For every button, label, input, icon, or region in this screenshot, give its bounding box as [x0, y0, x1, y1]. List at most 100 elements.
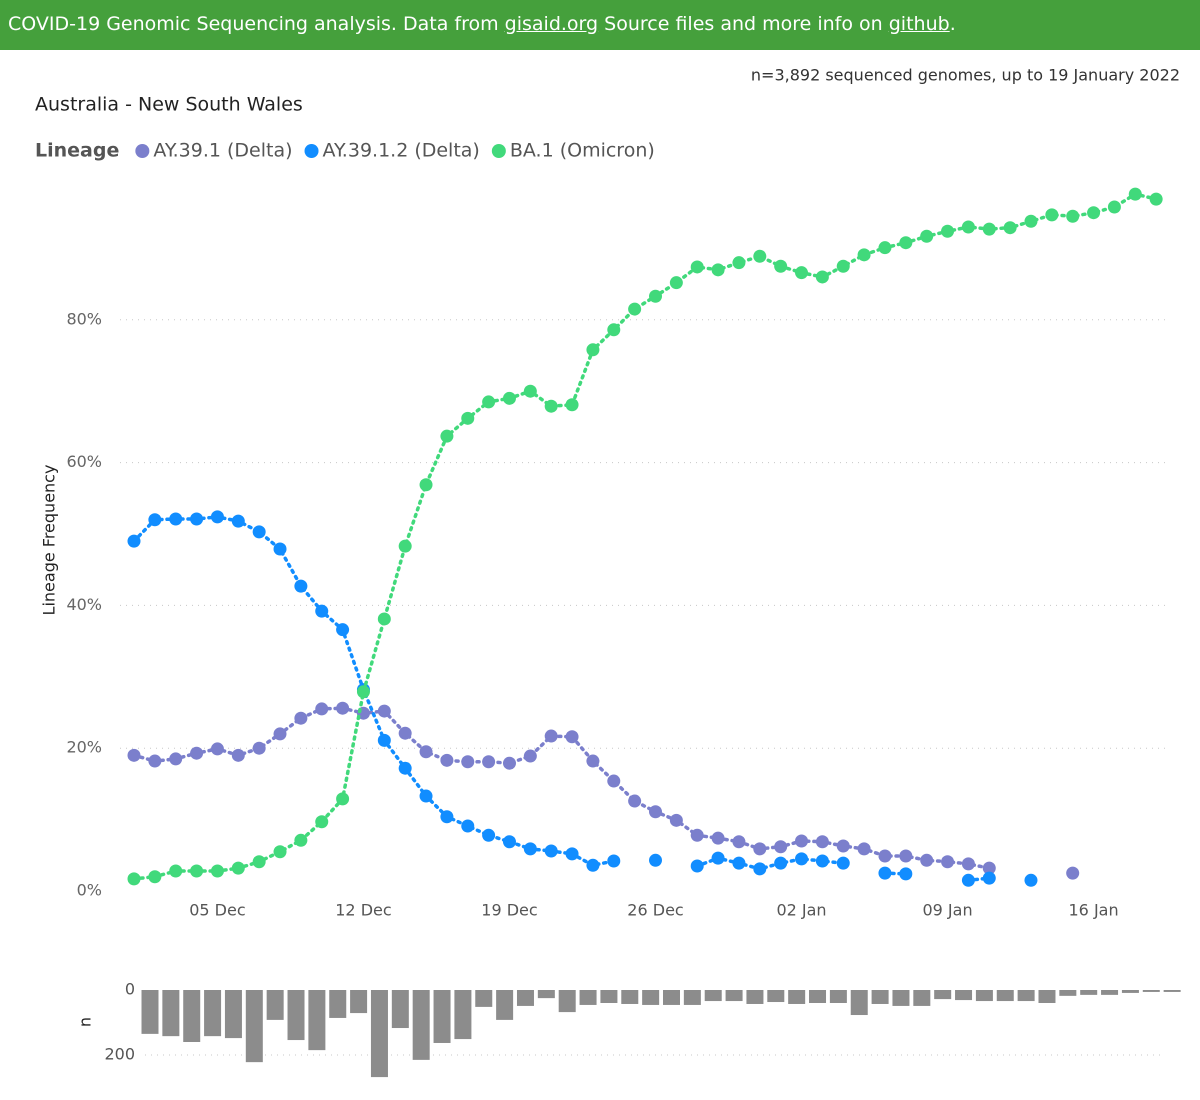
data-point	[586, 858, 600, 872]
bar	[579, 990, 597, 1005]
data-point	[1066, 866, 1080, 880]
data-point	[315, 702, 329, 716]
data-point	[210, 864, 224, 878]
data-point	[1045, 208, 1059, 222]
data-point	[190, 746, 204, 760]
bar	[725, 990, 743, 1002]
data-point	[1066, 209, 1080, 223]
bar	[537, 990, 555, 999]
bar	[391, 990, 409, 1029]
link[interactable]: gisaid.org	[504, 13, 599, 35]
bar	[141, 990, 159, 1034]
legend-label: BA.1 (Omicron)	[510, 140, 655, 162]
data-point	[815, 854, 829, 868]
bar	[496, 990, 514, 1020]
bar	[850, 990, 868, 1016]
bar	[412, 990, 430, 1060]
link[interactable]: github	[888, 13, 950, 35]
y-tick-label: 0%	[77, 881, 102, 900]
data-point	[461, 819, 475, 833]
bar	[204, 990, 222, 1037]
data-point	[628, 302, 642, 316]
data-point	[795, 266, 809, 280]
data-point	[231, 861, 245, 875]
data-point	[315, 815, 329, 829]
bar	[871, 990, 889, 1004]
bar	[934, 990, 952, 1000]
bar	[663, 990, 680, 1005]
data-point	[398, 539, 412, 553]
data-point	[878, 241, 892, 255]
data-point	[210, 510, 224, 524]
data-point	[878, 849, 892, 863]
bar	[788, 990, 806, 1004]
data-point	[878, 866, 892, 880]
data-point	[711, 831, 725, 845]
data-point	[1024, 873, 1038, 887]
data-point	[586, 343, 600, 357]
data-point	[440, 429, 454, 443]
legend-marker	[135, 144, 150, 158]
legend-marker	[491, 144, 506, 158]
data-point	[273, 542, 287, 556]
data-point	[941, 224, 955, 238]
data-point	[210, 742, 224, 756]
bar	[433, 990, 451, 1043]
data-point	[941, 855, 955, 869]
bar	[746, 990, 764, 1004]
data-point	[774, 856, 788, 870]
bar	[224, 990, 242, 1039]
data-point	[899, 849, 913, 863]
data-point	[502, 756, 516, 770]
bar	[892, 990, 910, 1006]
legend-label: AY.39.1 (Delta)	[153, 140, 292, 162]
subtitle: n=3,892 sequenced genomes, up to 19 Janu…	[751, 66, 1180, 85]
data-point	[649, 853, 662, 867]
y-tick-label: 20%	[66, 738, 102, 757]
data-point	[690, 260, 704, 274]
data-point	[315, 604, 329, 618]
bar	[1121, 990, 1139, 993]
bar	[245, 990, 263, 1063]
bar	[475, 990, 493, 1007]
data-point	[920, 853, 934, 867]
bar	[287, 990, 305, 1041]
data-point	[607, 854, 621, 868]
bar	[183, 990, 201, 1042]
data-point	[899, 867, 913, 881]
data-point	[440, 810, 454, 824]
data-point	[857, 248, 871, 262]
data-point	[1003, 221, 1017, 235]
data-point	[628, 794, 642, 808]
data-point	[690, 828, 704, 842]
data-point	[419, 478, 433, 492]
data-point	[252, 855, 266, 869]
data-point	[336, 701, 350, 715]
bar	[767, 990, 785, 1003]
x-tick-label: 19 Dec	[481, 901, 537, 920]
y-tick-label: 60%	[66, 452, 102, 471]
y-tick-label: 40%	[66, 595, 102, 614]
data-point	[294, 711, 308, 725]
bar	[1017, 990, 1035, 1002]
data-point	[774, 259, 788, 273]
data-point	[127, 748, 141, 762]
bar	[1059, 990, 1077, 996]
data-point	[711, 851, 725, 865]
data-point	[482, 828, 496, 842]
data-point	[961, 873, 975, 887]
data-point	[982, 861, 996, 875]
data-point	[336, 623, 350, 637]
bar	[329, 990, 347, 1018]
data-point	[190, 864, 204, 878]
data-point	[482, 395, 496, 409]
data-point	[544, 729, 558, 743]
y-axis-label: n	[76, 1017, 95, 1027]
data-point	[753, 862, 767, 876]
data-point	[544, 844, 558, 858]
data-point	[961, 220, 975, 234]
data-point	[732, 835, 746, 849]
x-tick-label: 12 Dec	[335, 901, 391, 920]
data-point	[523, 749, 537, 763]
